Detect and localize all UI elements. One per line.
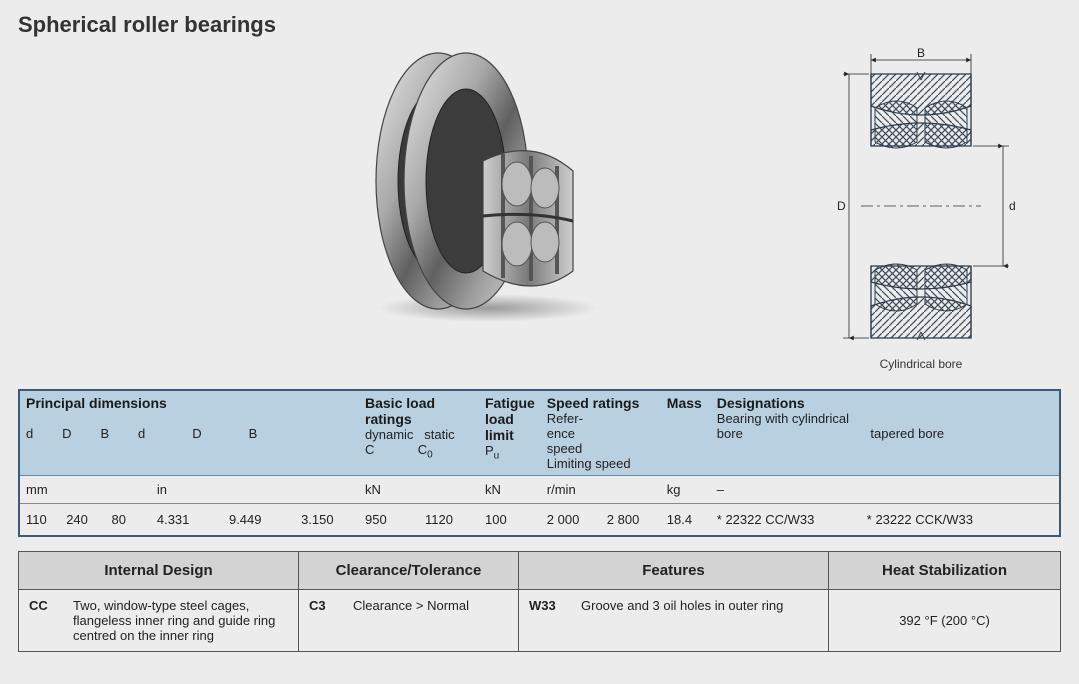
page-title: Spherical roller bearings — [18, 12, 1061, 38]
hdr-heat: Heat Stabilization — [829, 552, 1061, 590]
val-D-mm: 240 — [60, 504, 105, 537]
col-static: static — [424, 427, 454, 442]
val-C0: 1120 — [419, 504, 479, 537]
val-B-mm: 80 — [106, 504, 151, 537]
hdr-internal: Internal Design — [19, 552, 299, 590]
col-d-in: d — [138, 426, 145, 441]
clearance-desc: Clearance > Normal — [353, 598, 469, 613]
col-ref-speed: Refer-ence speed — [547, 411, 595, 456]
val-C: 950 — [359, 504, 419, 537]
unit-kg: kg — [661, 476, 711, 504]
val-B-in: 3.150 — [295, 504, 359, 537]
col-B-in: B — [249, 426, 258, 441]
val-lim: 2 800 — [601, 504, 661, 537]
val-D-in: 9.449 — [223, 504, 295, 537]
col-lim-speed: Limiting speed — [547, 456, 631, 471]
val-d-in: 4.331 — [151, 504, 223, 537]
val-Pu: 100 — [479, 504, 541, 537]
col-Pu-sub: u — [494, 451, 500, 462]
bearing-3d-figure — [348, 46, 608, 329]
figures-row: B D d — [18, 46, 1061, 371]
features-code: W33 — [529, 598, 571, 613]
unit-kN2: kN — [479, 476, 541, 504]
hdr-clearance: Clearance/Tolerance — [299, 552, 519, 590]
col-B-mm: B — [100, 426, 109, 441]
schematic-label-D: D — [837, 199, 846, 213]
unit-in: in — [151, 476, 359, 504]
col-D-mm: D — [62, 426, 71, 441]
col-basic-load: Basic load ratings — [365, 395, 435, 427]
col-tapered: tapered bore — [870, 426, 944, 441]
internal-code: CC — [29, 598, 63, 643]
col-Pu: P — [485, 443, 494, 458]
col-speed: Speed ratings — [547, 395, 640, 411]
clearance-code: C3 — [309, 598, 343, 613]
heat-value: 392 °F (200 °C) — [829, 590, 1061, 652]
unit-mm: mm — [19, 476, 151, 504]
schematic-label-b: B — [917, 46, 925, 60]
bearing-schematic-svg: B D d — [791, 46, 1051, 346]
val-des-cyl: * 22322 CC/W33 — [711, 504, 861, 537]
val-des-tap: * 23222 CCK/W33 — [861, 504, 1060, 537]
val-d-mm: 110 — [19, 504, 60, 537]
val-ref: 2 000 — [541, 504, 601, 537]
hdr-features: Features — [519, 552, 829, 590]
internal-desc: Two, window-type steel cages, flangeless… — [73, 598, 288, 643]
col-principal: Principal dimensions — [26, 395, 167, 411]
col-designations: Designations — [717, 395, 805, 411]
features-desc: Groove and 3 oil holes in outer ring — [581, 598, 783, 613]
val-mass: 18.4 — [661, 504, 711, 537]
bearing-3d-svg — [348, 46, 608, 326]
col-dynamic: dynamic — [365, 427, 413, 442]
col-fatigue: Fatigue load limit — [485, 395, 535, 443]
col-D-in: D — [192, 426, 201, 441]
detail-table: Internal Design Clearance/Tolerance Feat… — [18, 551, 1061, 652]
dimensions-table: Principal dimensions d D B d D — [18, 389, 1061, 537]
col-d-mm: d — [26, 426, 33, 441]
col-C0: C — [418, 442, 427, 457]
bearing-schematic-figure: B D d — [791, 46, 1051, 371]
col-C: C — [365, 442, 374, 457]
col-C0-sub: 0 — [427, 450, 433, 461]
col-bearing-cyl: Bearing with cylindrical bore — [717, 411, 867, 441]
unit-dash: – — [711, 476, 1060, 504]
unit-kN: kN — [359, 476, 479, 504]
schematic-label-d: d — [1009, 199, 1016, 213]
col-mass: Mass — [667, 395, 702, 411]
unit-rmin: r/min — [541, 476, 661, 504]
schematic-caption: Cylindrical bore — [791, 357, 1051, 371]
